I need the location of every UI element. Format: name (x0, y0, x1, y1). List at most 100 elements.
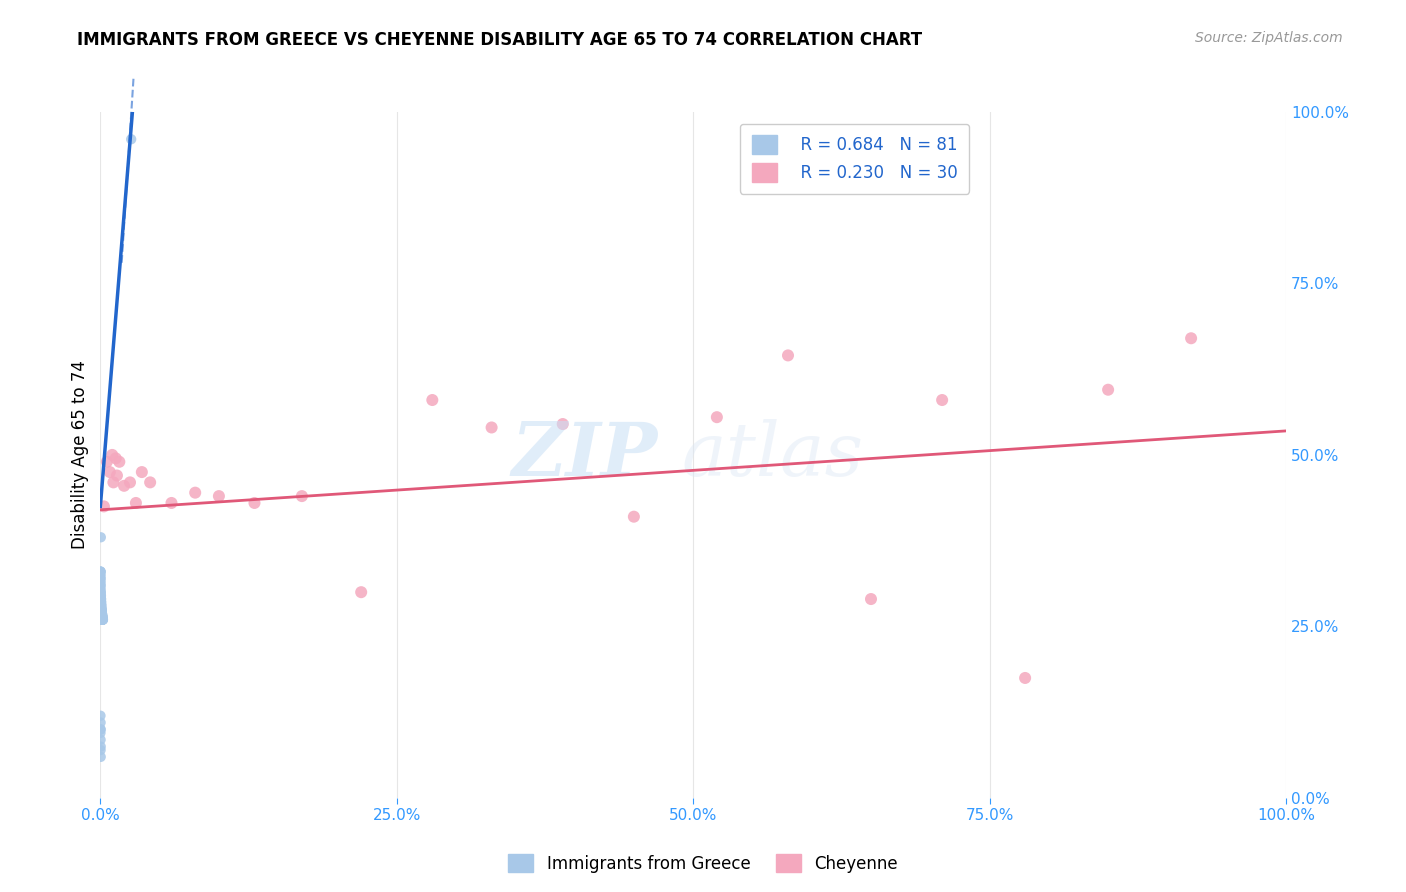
Point (208, 489, 231, 503)
Point (89, 723, 111, 737)
Point (91, 613, 114, 627)
Point (90, 602, 112, 616)
Point (89, 578, 111, 592)
Point (90, 574, 112, 589)
Point (91, 613, 114, 627)
Point (131, 465, 153, 479)
Point (90, 530, 112, 544)
Text: IMMIGRANTS FROM GREECE VS CHEYENNE DISABILITY AGE 65 TO 74 CORRELATION CHART: IMMIGRANTS FROM GREECE VS CHEYENNE DISAB… (77, 31, 922, 49)
Point (90, 613, 112, 627)
Point (90, 603, 112, 617)
Point (90, 598, 112, 612)
Point (90, 592, 112, 607)
Point (90, 600, 112, 615)
Point (90, 589, 112, 603)
Point (90, 595, 112, 609)
Point (93, 500, 115, 514)
Point (90, 609, 112, 624)
Point (859, 592, 882, 607)
Point (118, 475, 141, 490)
Point (91, 609, 114, 624)
Point (91, 607, 114, 621)
Point (96, 455, 118, 469)
Point (90, 598, 112, 612)
Point (420, 392, 443, 407)
Point (90, 601, 112, 615)
Point (90, 604, 112, 618)
Point (91, 613, 114, 627)
Legend: Immigrants from Greece, Cheyenne: Immigrants from Greece, Cheyenne (502, 847, 904, 880)
Point (90, 606, 112, 620)
Text: Source: ZipAtlas.com: Source: ZipAtlas.com (1195, 31, 1343, 45)
Point (90, 609, 112, 624)
Point (91, 609, 114, 624)
Point (91, 613, 114, 627)
Point (90, 613, 112, 627)
Point (350, 585, 373, 599)
Point (90, 613, 112, 627)
Point (98, 465, 121, 479)
Point (91, 613, 114, 627)
Point (776, 348, 799, 362)
Y-axis label: Disability Age 65 to 74: Disability Age 65 to 74 (72, 360, 89, 549)
Legend:   R = 0.684   N = 81,   R = 0.230   N = 30: R = 0.684 N = 81, R = 0.230 N = 30 (740, 124, 969, 194)
Point (139, 475, 162, 490)
Point (184, 485, 207, 500)
Point (91, 613, 114, 627)
Point (90, 732, 112, 747)
Point (1180, 331, 1202, 345)
Point (91, 609, 114, 624)
Point (90, 585, 112, 599)
Point (90, 568, 112, 582)
Point (101, 448, 124, 462)
Point (623, 509, 645, 524)
Point (90, 750, 112, 764)
Point (90, 599, 112, 613)
Point (90, 592, 112, 607)
Point (90, 606, 112, 620)
Point (243, 496, 266, 510)
Point (291, 489, 314, 503)
Point (89, 708, 111, 723)
Point (90, 613, 112, 627)
Point (1097, 383, 1119, 397)
Point (125, 496, 148, 510)
Point (90, 606, 112, 620)
Point (90, 595, 112, 609)
Point (90, 723, 112, 737)
Point (931, 392, 953, 407)
Point (90, 609, 112, 624)
Point (120, 132, 142, 146)
Point (104, 451, 127, 466)
Point (103, 475, 125, 490)
Point (89, 571, 111, 585)
Text: ZIP: ZIP (512, 418, 658, 491)
Point (90, 739, 112, 754)
Point (89, 726, 111, 740)
Text: atlas: atlas (682, 418, 863, 491)
Point (481, 420, 503, 434)
Point (90, 582, 112, 596)
Point (90, 578, 112, 592)
Point (90, 585, 112, 599)
Point (90, 609, 112, 624)
Point (90, 609, 112, 624)
Point (90, 589, 112, 603)
Point (90, 608, 112, 623)
Point (551, 417, 574, 431)
Point (90, 592, 112, 607)
Point (90, 599, 112, 613)
Point (90, 604, 112, 618)
Point (105, 468, 128, 483)
Point (706, 410, 728, 425)
Point (91, 609, 114, 624)
Point (90, 607, 112, 621)
Point (90, 613, 112, 627)
Point (108, 455, 131, 469)
Point (90, 565, 112, 579)
Point (91, 613, 114, 627)
Point (90, 592, 112, 607)
Point (90, 613, 112, 627)
Point (112, 479, 135, 493)
Point (90, 601, 112, 615)
